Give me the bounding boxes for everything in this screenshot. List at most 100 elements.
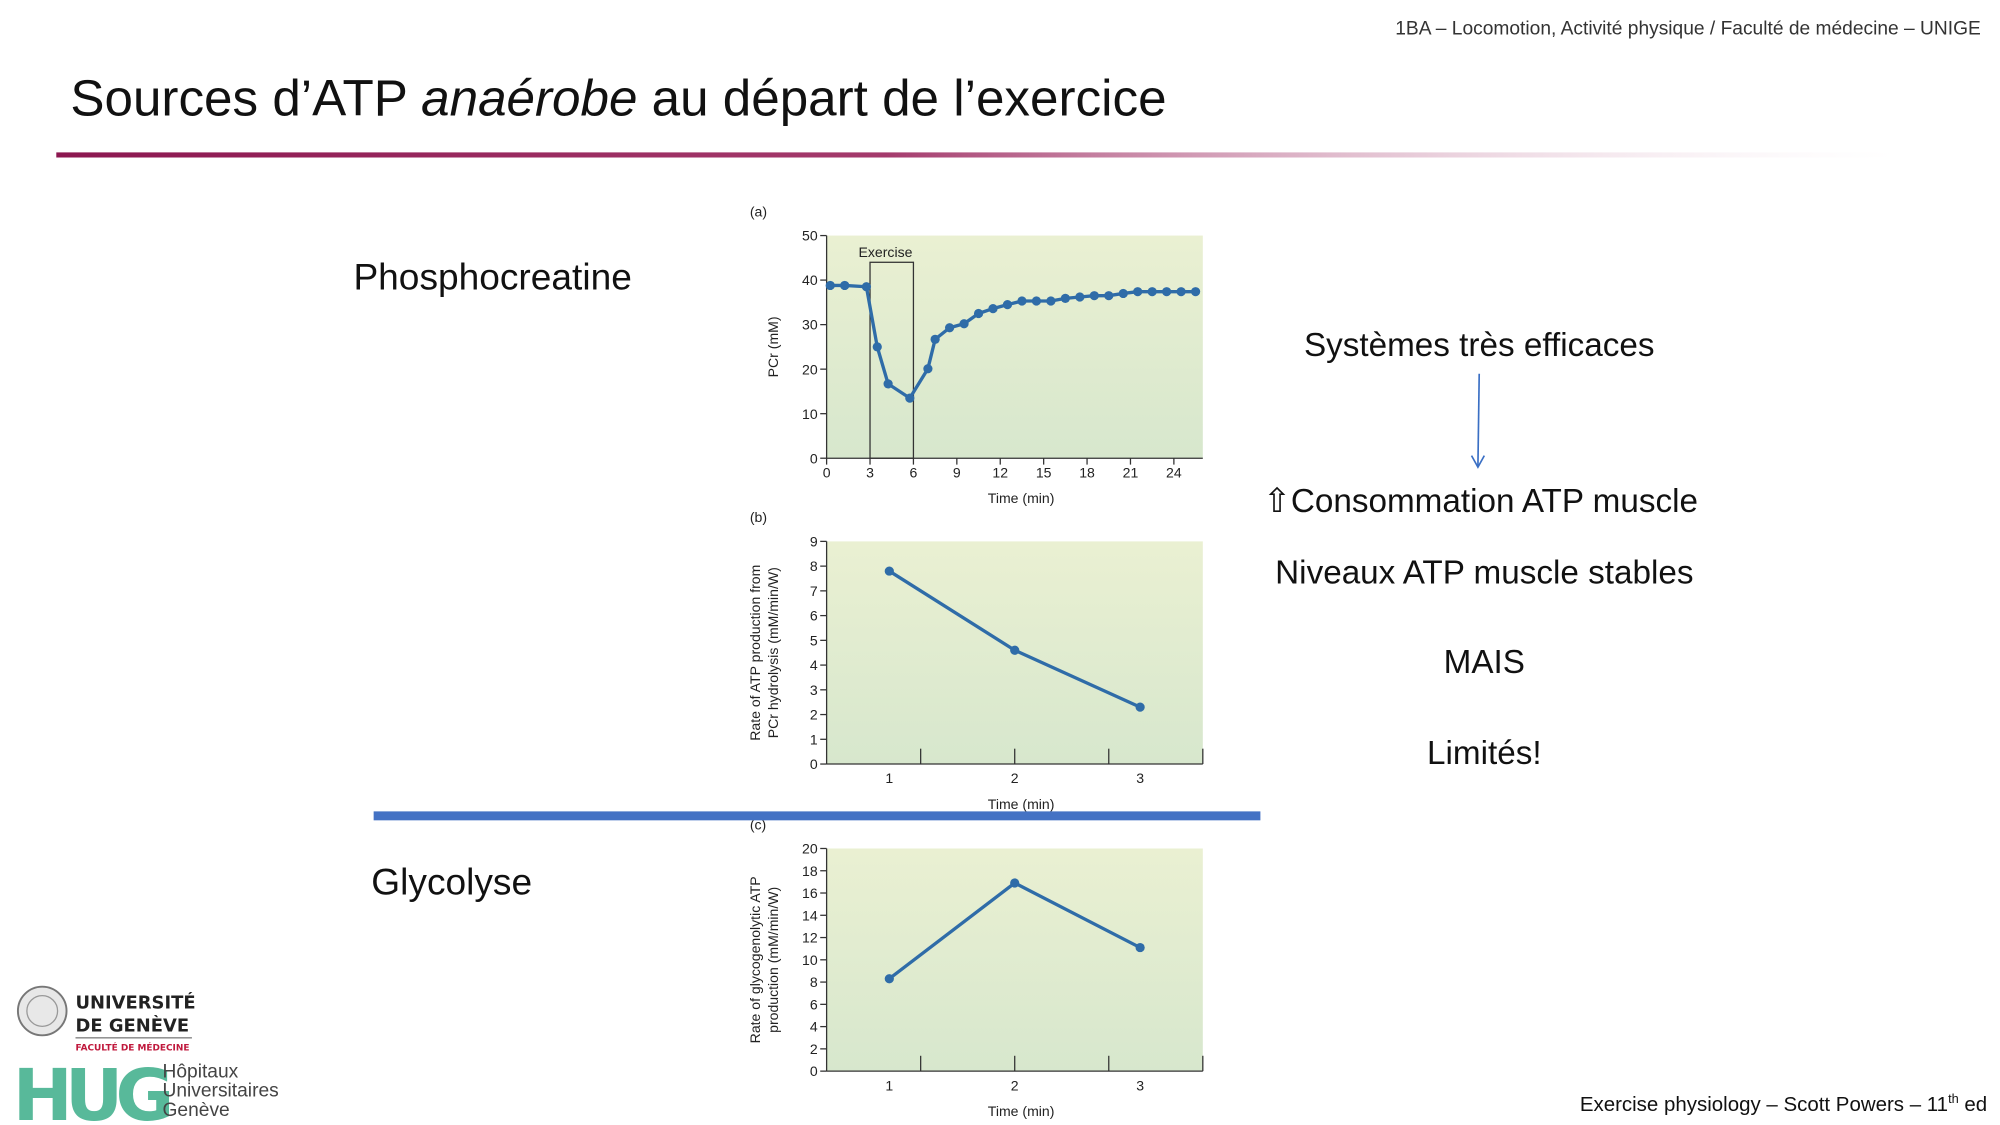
logo-text: Hôpitaux — [163, 1062, 239, 1083]
note: Limités! — [1427, 735, 1542, 772]
footer: Exercise physiology – Scott Powers – 11t… — [1580, 1091, 1987, 1116]
y-axis-label: production (mM/min/W) — [765, 887, 781, 1033]
y-tick-label: 10 — [802, 406, 818, 422]
note: MAIS — [1444, 644, 1525, 681]
data-point — [861, 282, 872, 292]
y-tick-label: 4 — [810, 657, 818, 673]
data-point — [884, 566, 894, 576]
data-point — [1147, 287, 1157, 297]
data-point — [825, 280, 835, 291]
x-tick-label: 6 — [910, 464, 918, 480]
data-point — [1075, 292, 1085, 302]
data-point — [840, 280, 850, 291]
data-point — [1118, 288, 1128, 299]
y-tick-label: 10 — [802, 952, 818, 968]
x-tick-label: 21 — [1123, 464, 1139, 480]
x-axis-label: Time (min) — [988, 490, 1055, 506]
slide-title: Sources d’ATP anaérobe au départ de l’ex… — [70, 69, 1166, 126]
y-tick-label: 0 — [810, 450, 818, 466]
data-point — [1190, 287, 1201, 297]
y-tick-label: 0 — [810, 756, 818, 772]
title-part: au départ de l’exercice — [637, 69, 1166, 126]
data-point — [1002, 299, 1013, 310]
y-axis-label: Rate of ATP production from — [747, 565, 763, 741]
data-point — [872, 342, 882, 352]
chart: (a) 0 10 20 30 40 50 0 3 6 9 12 15 18 21 24 Time (min) PC… — [750, 203, 1203, 506]
x-tick-label: 3 — [1136, 1077, 1144, 1093]
logo-text: DE GENÈVE — [75, 1014, 189, 1036]
data-point — [1104, 291, 1114, 301]
note: ⇧Consommation ATP muscle — [1263, 483, 1698, 520]
title-part: Sources d’ATP — [70, 69, 421, 126]
data-point — [988, 303, 998, 314]
y-tick-label: 18 — [802, 863, 818, 879]
data-point — [1031, 296, 1042, 306]
y-tick-label: 50 — [802, 228, 818, 244]
data-point — [944, 323, 955, 333]
x-tick-label: 24 — [1166, 464, 1182, 480]
y-tick-label: 6 — [810, 996, 818, 1012]
y-tick-label: 20 — [802, 841, 818, 857]
y-tick-label: 9 — [810, 534, 818, 550]
x-axis-label: Time (min) — [988, 1103, 1055, 1119]
data-point — [1135, 942, 1145, 953]
y-tick-label: 8 — [810, 558, 818, 574]
y-tick-label: 7 — [810, 583, 818, 599]
y-tick-label: 20 — [802, 361, 818, 377]
data-point — [1089, 291, 1099, 301]
chart: (b) 0 1 2 3 4 5 6 7 8 9 1 2 3 Time (min) Rate of ATP pr… — [747, 509, 1204, 812]
data-point — [1046, 296, 1056, 306]
x-tick-label: 12 — [992, 464, 1008, 480]
data-point — [1010, 645, 1020, 655]
panel-label: (a) — [750, 203, 767, 219]
x-tick-label: 15 — [1036, 464, 1052, 480]
y-tick-label: 3 — [810, 682, 818, 698]
data-point — [923, 364, 933, 374]
x-axis-label: Time (min) — [988, 796, 1055, 812]
header: 1BA – Locomotion, Activité physique / Fa… — [1395, 19, 1981, 40]
data-point — [1017, 296, 1027, 306]
logo-text: UNIVERSITÉ — [75, 991, 195, 1013]
y-tick-label: 14 — [802, 907, 818, 923]
x-tick-label: 9 — [953, 464, 961, 480]
logo-hug: HUG Hôpitaux Universitaires Genève — [13, 1053, 279, 1125]
exercise-label: Exercise — [859, 244, 913, 260]
y-tick-label: 30 — [802, 317, 818, 333]
section-label: Glycolyse — [371, 861, 532, 903]
y-tick-label: 2 — [810, 707, 818, 723]
x-tick-label: 18 — [1079, 464, 1095, 480]
data-point — [883, 379, 893, 389]
y-tick-label: 5 — [810, 632, 818, 648]
data-point — [1060, 293, 1070, 303]
y-tick-label: 8 — [810, 974, 818, 990]
title-rule — [56, 152, 1899, 158]
y-tick-label: 2 — [810, 1041, 818, 1057]
y-tick-label: 12 — [802, 930, 818, 946]
plot-area — [826, 235, 1203, 459]
panel-label: (b) — [750, 509, 767, 525]
data-point — [973, 308, 984, 319]
footer-part: Exercise physiology – Scott Powers – 11 — [1580, 1093, 1948, 1116]
logo-text: FACULTÉ DE MÉDECINE — [75, 1042, 189, 1054]
data-point — [1135, 702, 1145, 712]
data-point — [1133, 287, 1143, 297]
x-tick-label: 0 — [823, 464, 831, 480]
divider — [373, 811, 1261, 821]
logo-text: Genève — [163, 1100, 230, 1121]
y-tick-label: 0 — [810, 1063, 818, 1079]
data-point — [905, 393, 915, 403]
seal — [26, 995, 59, 1027]
logo-mark: HUG — [13, 1053, 170, 1125]
y-axis-label: PCr (mM) — [765, 316, 781, 377]
x-tick-label: 3 — [1136, 770, 1144, 786]
footer-part: ed — [1959, 1093, 1987, 1116]
x-tick-label: 2 — [1011, 1077, 1019, 1093]
arrow-head — [1470, 455, 1486, 469]
data-point — [1162, 287, 1172, 297]
y-tick-label: 4 — [810, 1019, 818, 1035]
y-axis-label: PCr hydrolysis (mM/min/W) — [765, 567, 781, 738]
y-tick-label: 6 — [810, 608, 818, 624]
title-part: anaérobe — [421, 69, 637, 126]
